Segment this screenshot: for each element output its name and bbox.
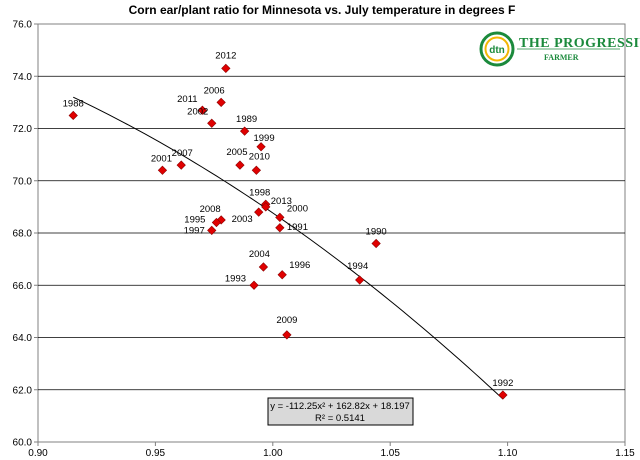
data-point bbox=[275, 212, 285, 222]
trendline-r-squared: R² = 0.5141 bbox=[315, 413, 365, 424]
data-point bbox=[197, 105, 207, 115]
data-point bbox=[282, 330, 292, 340]
y-tick-label: 74.0 bbox=[13, 72, 33, 83]
logo-line2: FARMER bbox=[544, 53, 579, 62]
point-label: 1991 bbox=[287, 222, 308, 233]
x-tick-label: 0.90 bbox=[28, 448, 48, 459]
data-point bbox=[355, 275, 365, 285]
y-tick-label: 72.0 bbox=[13, 124, 33, 135]
data-point bbox=[176, 160, 186, 170]
point-label: 2001 bbox=[151, 153, 172, 164]
y-tick-label: 64.0 bbox=[13, 333, 33, 344]
point-label: 1990 bbox=[366, 226, 387, 237]
point-label: 2004 bbox=[249, 249, 270, 260]
x-axis-ticks: 0.90 0.95 1.00 1.05 1.10 1.15 bbox=[28, 442, 635, 459]
x-tick-label: 0.95 bbox=[146, 448, 166, 459]
data-point bbox=[68, 110, 78, 121]
data-point bbox=[249, 280, 259, 290]
data-point bbox=[235, 160, 245, 170]
x-tick-label: 1.05 bbox=[380, 448, 400, 459]
point-label: 2010 bbox=[249, 151, 270, 162]
gridlines bbox=[38, 75, 625, 391]
data-point bbox=[207, 118, 217, 128]
point-label: 1998 bbox=[249, 187, 270, 198]
point-label: 2002 bbox=[187, 106, 208, 117]
dtn-logo-text: dtn bbox=[489, 45, 505, 56]
point-label: 1992 bbox=[492, 378, 513, 389]
trendline bbox=[73, 96, 504, 400]
data-point bbox=[371, 238, 381, 249]
point-label: 2000 bbox=[287, 203, 308, 214]
point-label: 1989 bbox=[236, 114, 257, 125]
y-tick-label: 70.0 bbox=[13, 176, 33, 187]
y-tick-label: 60.0 bbox=[13, 438, 33, 449]
x-tick-label: 1.00 bbox=[263, 448, 283, 459]
x-tick-label: 1.10 bbox=[498, 448, 518, 459]
data-point bbox=[239, 126, 250, 136]
data-point bbox=[261, 202, 271, 212]
point-label: 1996 bbox=[289, 260, 310, 271]
data-point bbox=[251, 165, 261, 175]
y-tick-label: 62.0 bbox=[13, 385, 33, 396]
data-point bbox=[277, 270, 287, 280]
trendline-equation: y = -112.25x² + 162.82x + 18.197 bbox=[270, 401, 410, 412]
x-tick-label: 1.15 bbox=[615, 448, 635, 459]
data-point bbox=[498, 390, 508, 400]
point-label: 1993 bbox=[225, 273, 246, 284]
data-point bbox=[256, 142, 266, 152]
y-tick-label: 68.0 bbox=[13, 229, 33, 240]
y-tick-label: 76.0 bbox=[13, 20, 33, 31]
point-label: 2006 bbox=[204, 85, 225, 96]
data-points bbox=[68, 63, 508, 400]
dtn-logo-ring bbox=[484, 36, 510, 62]
point-label: 2011 bbox=[177, 94, 197, 105]
data-point bbox=[211, 217, 222, 228]
y-tick-label: 66.0 bbox=[13, 281, 33, 292]
chart-title: Corn ear/plant ratio for Minnesota vs. J… bbox=[129, 3, 516, 17]
data-point bbox=[258, 262, 269, 272]
point-label: 2007 bbox=[172, 148, 193, 159]
data-point bbox=[216, 97, 226, 107]
progressive-farmer-logo: dtn THE PROGRESSIVE FARMER bbox=[474, 29, 640, 69]
point-label: 2003 bbox=[232, 214, 253, 225]
data-point bbox=[207, 225, 217, 236]
point-label: 1999 bbox=[253, 133, 274, 144]
point-label: 1988 bbox=[63, 98, 84, 109]
data-point bbox=[157, 165, 168, 175]
equation-box-bg bbox=[267, 397, 414, 426]
point-label: 2005 bbox=[226, 147, 247, 158]
point-label: 2013 bbox=[271, 196, 292, 207]
point-label: 1994 bbox=[347, 261, 368, 272]
logo-line1: THE PROGRESSIVE bbox=[519, 36, 640, 51]
y-axis-ticks: 60.0 62.0 64.0 66.0 68.0 70.0 72.0 74.0 76.0 bbox=[13, 20, 38, 449]
point-label: 1995 bbox=[184, 215, 205, 226]
point-label: 2012 bbox=[215, 50, 236, 61]
data-point bbox=[254, 207, 264, 217]
point-label: 2009 bbox=[276, 315, 297, 326]
point-label: 2008 bbox=[200, 204, 221, 215]
equation-box: y = -112.25x² + 162.82x + 18.197 R² = 0.… bbox=[267, 397, 414, 426]
point-label: 1997 bbox=[184, 225, 205, 236]
data-point bbox=[221, 63, 231, 74]
data-point bbox=[275, 223, 285, 233]
